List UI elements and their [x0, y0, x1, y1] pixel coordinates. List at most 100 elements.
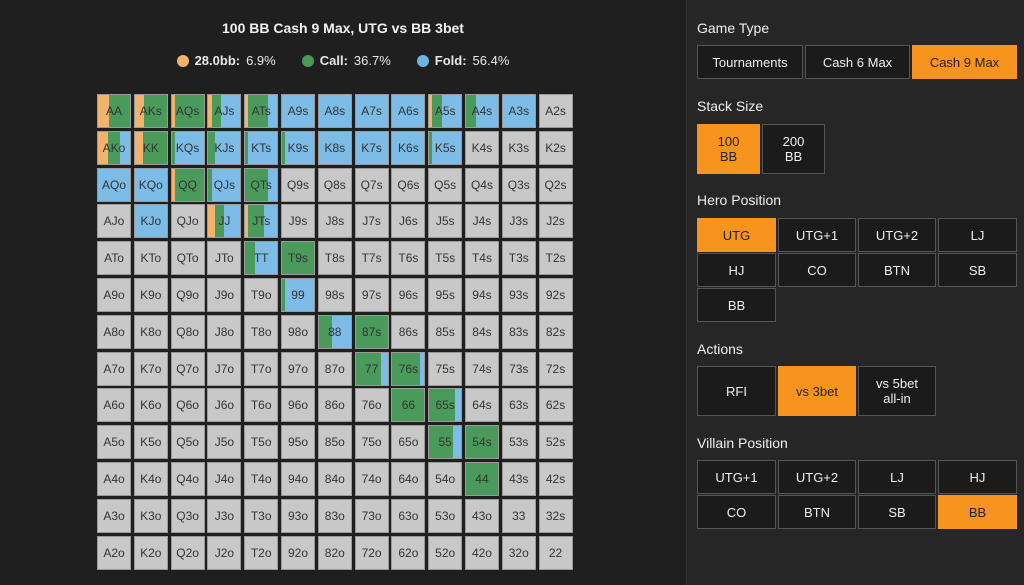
hand-cell[interactable]: 42s [538, 461, 573, 496]
hand-cell[interactable]: 62s [538, 388, 573, 423]
hand-cell[interactable]: Q9s [280, 167, 315, 202]
action-rfi-button[interactable]: RFI [697, 366, 776, 416]
hand-cell[interactable]: 62o [391, 535, 426, 570]
hand-cell[interactable]: Q5o [170, 425, 205, 460]
hand-cell[interactable]: 32o [501, 535, 536, 570]
hand-cell[interactable]: 93s [501, 277, 536, 312]
hand-cell[interactable]: 64s [464, 388, 499, 423]
hand-cell[interactable]: A2s [538, 94, 573, 128]
hand-cell[interactable]: 33 [501, 498, 536, 533]
hand-cell[interactable]: 83s [501, 314, 536, 349]
hand-cell[interactable]: T5s [428, 241, 463, 276]
hand-cell[interactable]: T9s [280, 241, 315, 276]
hand-cell[interactable]: 32s [538, 498, 573, 533]
hand-cell[interactable]: K9o [133, 277, 168, 312]
hand-cell[interactable]: 76s [391, 351, 426, 386]
villain-position-sb-button[interactable]: SB [858, 495, 936, 529]
hand-cell[interactable]: 53s [501, 425, 536, 460]
hand-cell[interactable]: 74s [464, 351, 499, 386]
hand-cell[interactable]: K3o [133, 498, 168, 533]
hand-cell[interactable]: A8s [317, 94, 352, 128]
hero-position-sb-button[interactable]: SB [938, 253, 1017, 287]
hand-cell[interactable]: J6o [207, 388, 242, 423]
hand-cell[interactable]: A6s [391, 94, 426, 128]
hand-cell[interactable]: K8o [133, 314, 168, 349]
hand-cell[interactable]: Q6o [170, 388, 205, 423]
hand-cell[interactable]: T7s [354, 241, 389, 276]
hand-cell[interactable]: Q7o [170, 351, 205, 386]
hand-cell[interactable]: 93o [280, 498, 315, 533]
hand-cell[interactable]: AKs [133, 94, 168, 128]
hand-cell[interactable]: 76o [354, 388, 389, 423]
hand-cell[interactable]: T9o [244, 277, 279, 312]
hand-cell[interactable]: J3o [207, 498, 242, 533]
hand-cell[interactable]: 44 [464, 461, 499, 496]
hand-cell[interactable]: K5s [428, 130, 463, 165]
hand-cell[interactable]: 54o [428, 461, 463, 496]
hand-cell[interactable]: 43o [464, 498, 499, 533]
hand-cell[interactable]: K4o [133, 461, 168, 496]
hand-cell[interactable]: 42o [464, 535, 499, 570]
hand-cell[interactable]: T6s [391, 241, 426, 276]
hand-cell[interactable]: J5o [207, 425, 242, 460]
hand-cell[interactable]: T5o [244, 425, 279, 460]
hand-cell[interactable]: T4s [464, 241, 499, 276]
hand-cell[interactable]: 94o [280, 461, 315, 496]
hand-cell[interactable]: KTo [133, 241, 168, 276]
hand-cell[interactable]: 97o [280, 351, 315, 386]
hand-cell[interactable]: QQ [170, 167, 205, 202]
hand-cell[interactable]: K9s [280, 130, 315, 165]
hand-cell[interactable]: K8s [317, 130, 352, 165]
hand-cell[interactable]: 73o [354, 498, 389, 533]
stack-size-100bb-button[interactable]: 100 BB [697, 124, 760, 174]
hand-cell[interactable]: A5o [97, 425, 131, 460]
hand-cell[interactable]: A8o [97, 314, 131, 349]
hand-cell[interactable]: A7s [354, 94, 389, 128]
villain-position-utg2-button[interactable]: UTG+2 [778, 460, 856, 494]
hand-cell[interactable]: Q5s [428, 167, 463, 202]
hand-cell[interactable]: 65o [391, 425, 426, 460]
hand-cell[interactable]: K6s [391, 130, 426, 165]
hand-cell[interactable]: T6o [244, 388, 279, 423]
hand-cell[interactable]: ATo [97, 241, 131, 276]
hand-cell[interactable]: 85s [428, 314, 463, 349]
hand-cell[interactable]: J7s [354, 204, 389, 239]
hand-cell[interactable]: A4s [464, 94, 499, 128]
hand-cell[interactable]: Q2o [170, 535, 205, 570]
hand-cell[interactable]: 52o [428, 535, 463, 570]
hand-cell[interactable]: QTs [244, 167, 279, 202]
hand-cell[interactable]: K2o [133, 535, 168, 570]
hand-cell[interactable]: 99 [280, 277, 315, 312]
hand-cell[interactable]: 85o [317, 425, 352, 460]
hero-position-lj-button[interactable]: LJ [938, 218, 1017, 252]
hand-cell[interactable]: J8o [207, 314, 242, 349]
hand-cell[interactable]: T8s [317, 241, 352, 276]
hand-cell[interactable]: KK [133, 130, 168, 165]
hand-cell[interactable]: 77 [354, 351, 389, 386]
hand-cell[interactable]: Q3s [501, 167, 536, 202]
hand-cell[interactable]: 75s [428, 351, 463, 386]
hand-cell[interactable]: Q6s [391, 167, 426, 202]
hand-cell[interactable]: Q3o [170, 498, 205, 533]
hand-cell[interactable]: 53o [428, 498, 463, 533]
hand-cell[interactable]: 83o [317, 498, 352, 533]
stack-size-200bb-button[interactable]: 200 BB [762, 124, 825, 174]
hero-position-utg1-button[interactable]: UTG+1 [778, 218, 856, 252]
hand-cell[interactable]: J2o [207, 535, 242, 570]
hand-cell[interactable]: K6o [133, 388, 168, 423]
hand-cell[interactable]: AKo [97, 130, 131, 165]
hand-cell[interactable]: 64o [391, 461, 426, 496]
hand-cell[interactable]: Q2s [538, 167, 573, 202]
hand-cell[interactable]: KQo [133, 167, 168, 202]
hand-cell[interactable]: ATs [244, 94, 279, 128]
hand-cell[interactable]: 72o [354, 535, 389, 570]
hand-cell[interactable]: 96s [391, 277, 426, 312]
hand-cell[interactable]: J7o [207, 351, 242, 386]
hand-cell[interactable]: JJ [207, 204, 242, 239]
hand-cell[interactable]: 52s [538, 425, 573, 460]
hero-position-bb-button[interactable]: BB [697, 288, 776, 322]
hand-cell[interactable]: 63s [501, 388, 536, 423]
hand-cell[interactable]: A2o [97, 535, 131, 570]
hand-cell[interactable]: J8s [317, 204, 352, 239]
hand-cell[interactable]: K7o [133, 351, 168, 386]
